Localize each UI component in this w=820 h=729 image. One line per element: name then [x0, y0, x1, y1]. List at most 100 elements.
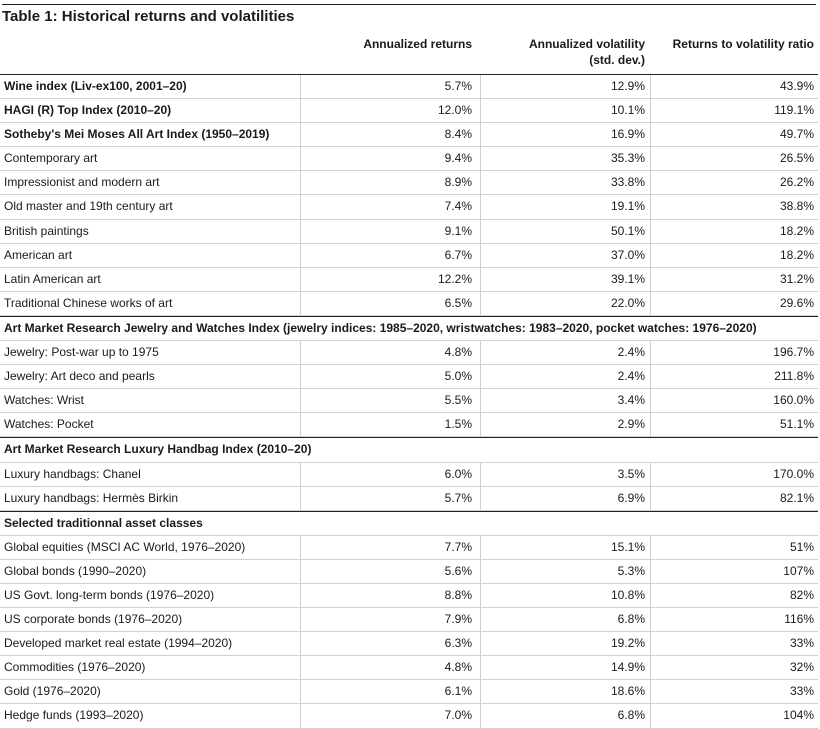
column-divider — [650, 243, 651, 267]
column-divider — [650, 219, 651, 243]
table-row: Watches: Pocket 1.5% 2.9% 51.1% — [0, 413, 818, 438]
table-row: Global equities (MSCI AC World, 1976–202… — [0, 535, 818, 560]
volatility-value: 6.9% — [617, 490, 645, 505]
column-divider — [650, 413, 651, 437]
column-divider — [650, 147, 651, 171]
column-divider — [300, 195, 301, 219]
table-row: Luxury handbags: Hermès Birkin 5.7% 6.9% 82… — [0, 486, 818, 511]
returns-value: 7.4% — [444, 199, 472, 214]
table-row: Jewelry: Art deco and pearls 5.0% 2.4% 211.… — [0, 365, 818, 390]
section-header-row: Art Market Research Luxury Handbag Index… — [0, 437, 818, 463]
row-label: Sotheby's Mei Moses All Art Index (1950–… — [4, 127, 270, 142]
section-label: Art Market Research Luxury Handbag Index… — [4, 442, 312, 457]
row-label: Contemporary art — [4, 151, 98, 166]
column-divider — [650, 462, 651, 486]
column-divider — [650, 99, 651, 123]
table-row: Old master and 19th century art 7.4% 19.1%… — [0, 195, 818, 220]
column-divider — [650, 75, 651, 99]
ratio-value: 82.1% — [779, 490, 814, 505]
column-divider — [650, 389, 651, 413]
returns-value: 1.5% — [444, 417, 472, 432]
row-label: Jewelry: Art deco and pearls — [4, 369, 155, 384]
column-divider — [300, 267, 301, 291]
column-divider — [480, 291, 481, 315]
column-divider — [480, 267, 481, 291]
volatility-value: 50.1% — [610, 223, 645, 238]
ratio-value: 119.1% — [774, 103, 814, 118]
table-title: Table 1: Historical returns and volatili… — [2, 4, 816, 29]
column-divider — [480, 341, 481, 365]
column-divider — [480, 365, 481, 389]
section-label: Art Market Research Jewelry and Watches … — [4, 320, 757, 335]
returns-value: 5.0% — [444, 369, 472, 384]
column-divider — [480, 608, 481, 632]
column-divider — [480, 123, 481, 147]
row-label: US corporate bonds (1976–2020) — [4, 612, 183, 627]
row-label: Commodities (1976–2020) — [4, 660, 146, 675]
column-divider — [480, 486, 481, 510]
returns-value: 5.7% — [444, 490, 472, 505]
column-divider — [300, 583, 301, 608]
column-divider — [480, 583, 481, 608]
table-row: Hedge funds (1993–2020) 7.0% 6.8% 104% — [0, 704, 818, 729]
row-label: Watches: Pocket — [4, 417, 94, 432]
returns-value: 4.8% — [444, 345, 472, 360]
column-divider — [480, 147, 481, 171]
returns-value: 8.8% — [444, 587, 472, 602]
column-divider — [300, 462, 301, 486]
ratio-value: 33% — [789, 684, 814, 699]
column-divider — [650, 583, 651, 608]
returns-value: 9.1% — [444, 223, 472, 238]
table-row: Wine index (Liv-ex100, 2001–20) 5.7% 12.9%… — [0, 74, 818, 100]
volatility-value: 16.9% — [610, 127, 645, 142]
column-divider — [300, 656, 301, 680]
volatility-value: 2.4% — [617, 345, 645, 360]
table-row: Impressionist and modern art 8.9% 33.8% 26.… — [0, 171, 818, 196]
returns-value: 8.4% — [444, 127, 472, 142]
column-divider — [480, 462, 481, 486]
column-divider — [480, 389, 481, 413]
ratio-value: 170.0% — [773, 466, 814, 481]
volatility-value: 19.1% — [610, 199, 645, 214]
returns-value: 5.5% — [444, 393, 472, 408]
column-divider — [650, 123, 651, 147]
volatility-value: 22.0% — [610, 295, 645, 310]
table-row: Commodities (1976–2020) 4.8% 14.9% 32% — [0, 656, 818, 681]
returns-value: 12.0% — [437, 103, 472, 118]
returns-value: 6.1% — [444, 684, 472, 699]
returns-value: 6.5% — [444, 295, 472, 310]
volatility-value: 10.1% — [610, 103, 645, 118]
table-row: Sotheby's Mei Moses All Art Index (1950–… — [0, 123, 818, 148]
volatility-value: 3.4% — [617, 393, 645, 408]
ratio-value: 31.2% — [779, 271, 814, 286]
ratio-value: 26.5% — [779, 151, 814, 166]
column-divider — [300, 147, 301, 171]
ratio-value: 43.9% — [779, 79, 814, 93]
column-divider — [300, 219, 301, 243]
returns-value: 9.4% — [444, 151, 472, 166]
column-divider — [650, 171, 651, 195]
column-divider — [480, 680, 481, 704]
column-divider — [480, 195, 481, 219]
column-divider — [480, 99, 481, 123]
volatility-value: 35.3% — [610, 151, 645, 166]
table-row: Traditional Chinese works of art 6.5% 22.0… — [0, 291, 818, 316]
row-label: Jewelry: Post-war up to 1975 — [4, 345, 159, 360]
ratio-value: 196.7% — [773, 345, 814, 360]
table-row: British paintings 9.1% 50.1% 18.2% — [0, 219, 818, 244]
column-divider — [300, 75, 301, 99]
column-divider — [300, 413, 301, 437]
ratio-value: 82% — [789, 587, 814, 602]
column-divider — [300, 632, 301, 656]
column-divider — [300, 535, 301, 559]
table-row: Jewelry: Post-war up to 1975 4.8% 2.4% 196.… — [0, 341, 818, 366]
table-row: Developed market real estate (1994–2020)… — [0, 632, 818, 657]
table-row: US Govt. long-term bonds (1976–2020) 8.8%… — [0, 583, 818, 609]
section-header-row: Art Market Research Jewelry and Watches … — [0, 315, 818, 342]
column-divider — [650, 195, 651, 219]
volatility-value: 18.6% — [610, 684, 645, 699]
table-row: Latin American art 12.2% 39.1% 31.2% — [0, 267, 818, 292]
ratio-value: 116% — [784, 612, 814, 627]
volatility-value: 39.1% — [610, 271, 645, 286]
volatility-value: 2.4% — [617, 369, 645, 384]
